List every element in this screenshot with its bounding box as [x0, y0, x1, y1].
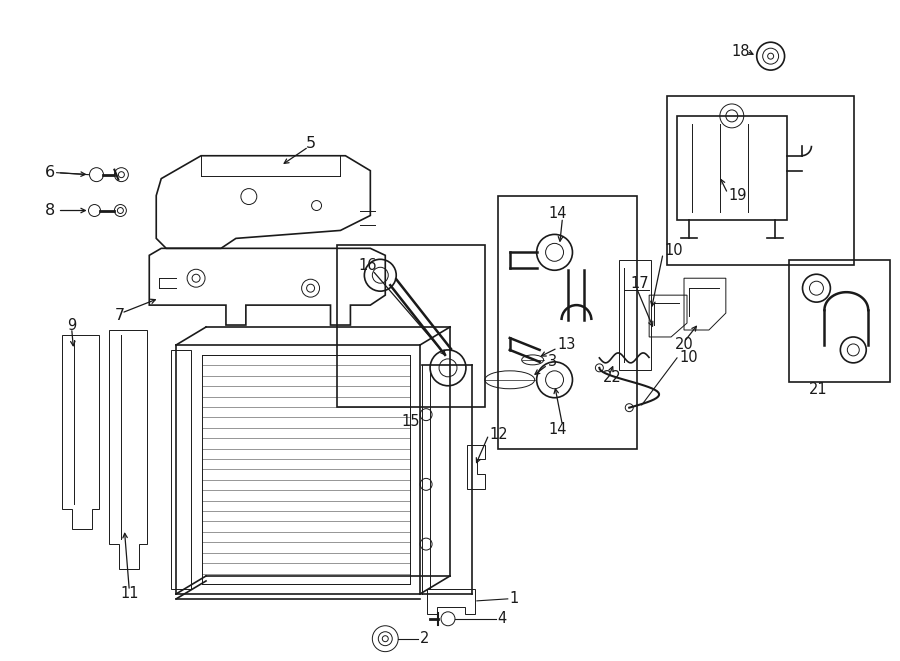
- Text: 8: 8: [45, 203, 55, 218]
- Bar: [677, 116, 787, 221]
- Bar: [338, 245, 485, 407]
- Bar: [498, 196, 637, 449]
- Text: 6: 6: [45, 165, 55, 180]
- Bar: [619, 260, 652, 370]
- Text: 10: 10: [664, 243, 683, 258]
- Text: 17: 17: [630, 276, 649, 291]
- Text: 21: 21: [809, 382, 828, 397]
- Text: 12: 12: [490, 427, 508, 442]
- Text: 4: 4: [498, 611, 507, 626]
- Text: 10: 10: [679, 350, 698, 366]
- Text: 7: 7: [114, 307, 124, 323]
- Bar: [788, 260, 890, 382]
- Text: 22: 22: [603, 370, 622, 385]
- Text: 14: 14: [548, 422, 567, 437]
- Text: 1: 1: [509, 592, 519, 606]
- Text: 20: 20: [675, 337, 693, 352]
- Text: 16: 16: [358, 258, 376, 273]
- Bar: [667, 96, 854, 265]
- Text: 14: 14: [548, 206, 567, 221]
- Text: 2: 2: [420, 631, 429, 646]
- Text: 9: 9: [67, 317, 76, 332]
- Text: 11: 11: [120, 586, 139, 602]
- Text: 3: 3: [547, 354, 557, 369]
- Text: 15: 15: [402, 414, 420, 429]
- Text: 13: 13: [557, 337, 576, 352]
- Bar: [171, 350, 191, 589]
- Text: 5: 5: [305, 136, 316, 151]
- Text: 19: 19: [729, 188, 747, 203]
- Text: 18: 18: [732, 44, 751, 59]
